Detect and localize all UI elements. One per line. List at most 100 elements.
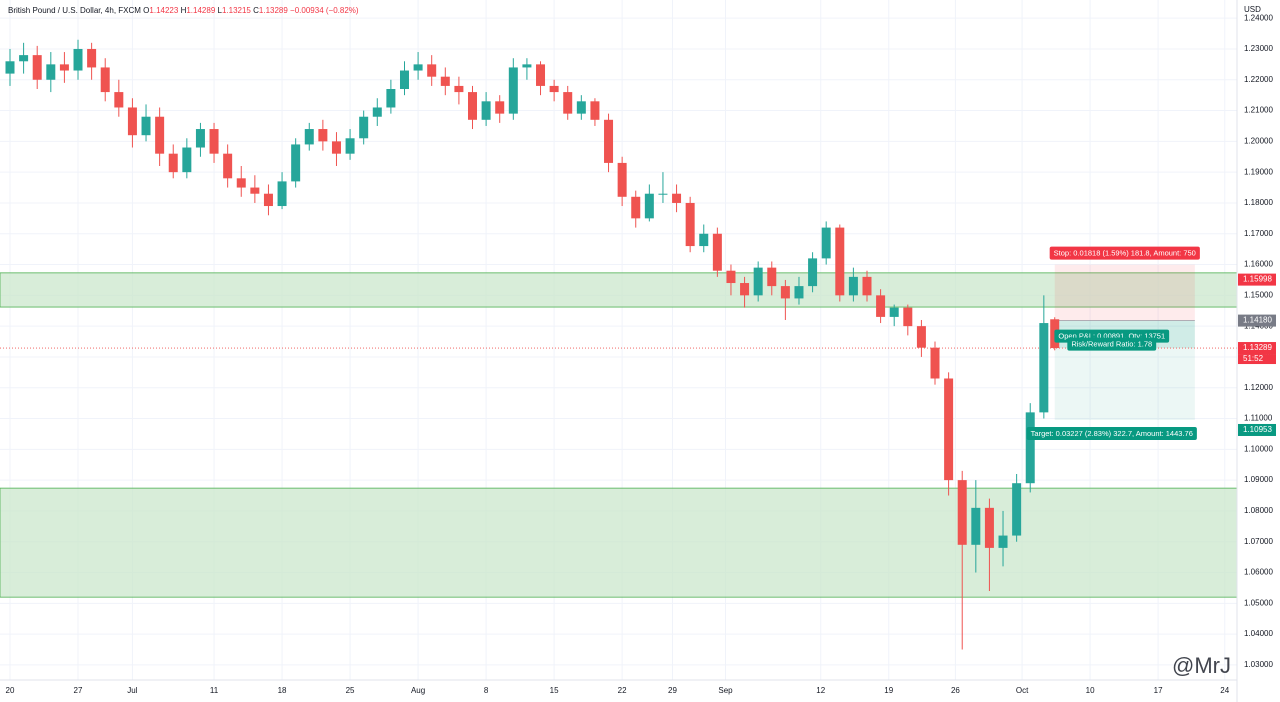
- x-tick-label: Oct: [1016, 686, 1029, 695]
- x-tick-label: 15: [550, 686, 559, 695]
- candle-body: [495, 101, 505, 114]
- x-tick-label: 8: [484, 686, 489, 695]
- candle-body: [5, 61, 15, 74]
- candle-body: [658, 193, 668, 195]
- y-tick-label: 1.05000: [1244, 598, 1273, 607]
- candle-body: [1039, 323, 1049, 413]
- x-tick-label: 29: [668, 686, 677, 695]
- x-tick-label: 25: [346, 686, 355, 695]
- candle-body: [345, 138, 355, 154]
- candle-body: [808, 258, 818, 287]
- candle-body: [916, 326, 926, 348]
- y-tick-label: 1.10000: [1244, 444, 1273, 453]
- y-tick-label: 1.21000: [1244, 106, 1273, 115]
- candle-body: [767, 267, 777, 287]
- candle-body: [127, 107, 137, 136]
- candle-body: [590, 101, 600, 120]
- candle-body: [87, 48, 97, 68]
- candle-body: [141, 116, 151, 136]
- candle-body: [536, 64, 546, 86]
- y-tick-label: 1.06000: [1244, 568, 1273, 577]
- y-tick-label: 1.15000: [1244, 290, 1273, 299]
- y-tick-label: 1.09000: [1244, 475, 1273, 484]
- candle-body: [984, 507, 994, 548]
- y-tick-label: 1.18000: [1244, 198, 1273, 207]
- candle-body: [195, 129, 205, 148]
- x-tick-label: 26: [951, 686, 960, 695]
- candle-body: [821, 227, 831, 259]
- candle-body: [712, 233, 722, 271]
- ohlc-key: O: [143, 6, 149, 15]
- candle-body: [957, 480, 967, 545]
- zone: [0, 487, 1238, 598]
- candle-body: [155, 116, 165, 154]
- ohlc-key: H: [181, 6, 187, 15]
- candle-body: [100, 67, 110, 93]
- header: British Pound / U.S. Dollar, 4h, FXCM O1…: [8, 6, 359, 15]
- candle-body: [631, 196, 641, 219]
- candle-body: [263, 193, 273, 207]
- ohlc-value: 1.13215: [222, 6, 251, 15]
- stop-area: [1054, 264, 1195, 321]
- countdown-box: [1238, 354, 1276, 365]
- candle-body: [223, 153, 233, 179]
- x-tick-label: 27: [74, 686, 83, 695]
- entry-price-tag-box: [1238, 314, 1276, 327]
- y-tick-label: 1.08000: [1244, 506, 1273, 515]
- candle-body: [672, 193, 682, 203]
- candle-body: [386, 89, 396, 108]
- stop-price-tag-box: [1238, 273, 1276, 286]
- x-tick-label: Jul: [127, 686, 137, 695]
- candle-body: [563, 92, 573, 114]
- candle-body: [794, 286, 804, 299]
- y-tick-label: 1.19000: [1244, 167, 1273, 176]
- candle-body: [862, 276, 872, 296]
- candle-body: [876, 295, 886, 317]
- x-tick-label: Aug: [411, 686, 425, 695]
- y-tick-label: 1.07000: [1244, 537, 1273, 546]
- candle-body: [522, 64, 532, 68]
- ohlc-key: L: [218, 6, 223, 15]
- ohlc-key: C: [253, 6, 259, 15]
- candle-body: [549, 85, 559, 93]
- candle-body: [604, 119, 614, 163]
- candle-body: [889, 307, 899, 317]
- x-tick-label: 12: [816, 686, 825, 695]
- plot: [0, 0, 1238, 680]
- current-price-tag: 1.13289: [1243, 343, 1272, 352]
- x-tick-label: 22: [618, 686, 627, 695]
- candle-body: [753, 267, 763, 296]
- candle-body: [318, 129, 328, 142]
- candle-body: [359, 116, 369, 139]
- candle-body: [780, 286, 790, 299]
- candle-body: [236, 178, 246, 188]
- candle-body: [250, 187, 260, 194]
- y-tick-label: 1.03000: [1244, 660, 1273, 669]
- rr-label-box: [1067, 337, 1157, 351]
- target-price-tag: 1.10953: [1243, 425, 1272, 434]
- candle-body: [454, 85, 464, 93]
- x-tick-label: 19: [884, 686, 893, 695]
- entry-price-tag: 1.14180: [1243, 316, 1272, 325]
- candle-body: [19, 55, 29, 62]
- candle-body: [468, 92, 478, 120]
- candle-body: [1025, 412, 1035, 484]
- ohlc-value: 1.13289: [259, 6, 288, 15]
- y-tick-label: 1.23000: [1244, 44, 1273, 53]
- candle-body: [998, 535, 1008, 548]
- x-tick-label: 20: [6, 686, 15, 695]
- candle-body: [291, 144, 301, 182]
- candle-body: [440, 76, 450, 86]
- x-tick-label: 17: [1154, 686, 1163, 695]
- target-label: Target: 0.03227 (2.83%) 322.7, Amount: 1…: [1031, 429, 1193, 438]
- countdown: 51:52: [1243, 354, 1264, 363]
- y-tick-label: 1.12000: [1244, 383, 1273, 392]
- candle-body: [413, 64, 423, 71]
- stop-label-box: [1049, 246, 1200, 260]
- target-price-tag-box: [1238, 423, 1276, 436]
- stop-label: Stop: 0.01818 (1.59%) 181.8, Amount: 750: [1054, 249, 1196, 258]
- candle-body: [32, 55, 42, 80]
- y-tick-label: 1.24000: [1244, 13, 1273, 22]
- candle-body: [835, 227, 845, 296]
- axis-unit: USD: [1244, 5, 1261, 14]
